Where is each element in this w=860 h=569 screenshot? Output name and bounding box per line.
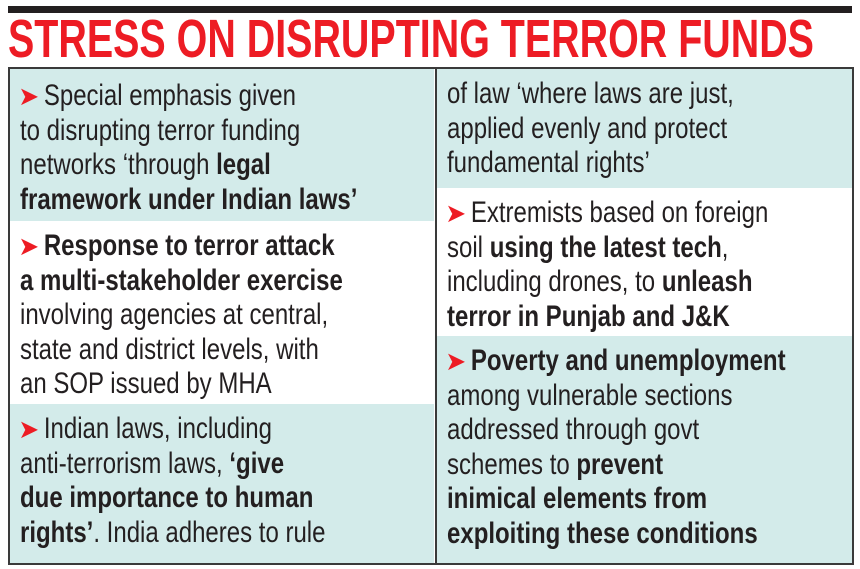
text-line: schemes to prevent <box>447 448 771 483</box>
bullet-arrow-icon: ➤ <box>18 414 40 444</box>
headline: STRESS ON DISRUPTING TERROR FUNDS <box>8 9 814 69</box>
bold-text: unleash <box>661 265 753 298</box>
right-panel-1: of law ‘where laws are just, applied even… <box>437 69 852 188</box>
right-panel-2: ➤ Extremists based on foreign soil using t… <box>437 188 852 336</box>
bold-text: exploiting these conditions <box>447 516 758 550</box>
text: anti-terrorism laws, <box>20 446 230 480</box>
text-line: ➤ Indian laws, including <box>18 412 351 447</box>
text: soil <box>447 230 490 264</box>
text: networks ‘through <box>20 148 217 181</box>
text-line: to disrupting terror funding <box>20 114 351 149</box>
text: an SOP issued by MHA <box>20 367 272 400</box>
top-rule <box>8 6 852 13</box>
text-line: rights’. India adheres to rule <box>20 516 351 551</box>
text-line: applied evenly and protect <box>447 112 771 147</box>
text-line: framework under Indian laws’ <box>20 183 357 218</box>
text-line: networks ‘through legal <box>20 148 351 183</box>
text-line: of law ‘where laws are just, <box>447 77 771 112</box>
left-column: ➤ Special emphasis given to disrupting ter… <box>10 69 434 563</box>
text: Indian laws, including <box>43 412 272 445</box>
text-line: among vulnerable sections <box>447 379 771 414</box>
text: Special emphasis given <box>43 79 296 112</box>
bold-text: a multi-stakeholder exercise <box>20 263 343 297</box>
text-line: addressed through govt <box>447 413 771 448</box>
text-line: fundamental rights’ <box>447 146 771 181</box>
text: of law ‘where laws are just, <box>447 77 734 110</box>
bold-text: framework under Indian laws’ <box>20 182 358 216</box>
info-box: ➤ Special emphasis given to disrupting ter… <box>8 67 854 565</box>
bullet-arrow-icon: ➤ <box>18 81 40 111</box>
text: applied evenly and protect <box>447 111 728 145</box>
text-line: soil using the latest tech, <box>447 231 771 266</box>
text: Extremists based on foreign <box>470 196 769 229</box>
bold-text: using the latest tech <box>489 230 722 264</box>
text: , <box>721 230 729 264</box>
bold-text: terror in Punjab and J&K <box>447 299 730 333</box>
text-line: due importance to human <box>20 481 351 516</box>
text-line: state and district levels, with <box>20 333 351 368</box>
text: addressed through govt <box>447 413 700 446</box>
text-line: ➤ Special emphasis given <box>18 79 351 114</box>
bold-text: inimical elements from <box>447 482 708 515</box>
right-column: of law ‘where laws are just, applied even… <box>435 69 852 563</box>
text: schemes to <box>447 447 577 481</box>
text-line: exploiting these conditions <box>447 517 771 552</box>
text-line: ➤ Extremists based on foreign <box>445 196 771 231</box>
bold-text: prevent <box>576 447 664 481</box>
text-line: involving agencies at central, <box>20 298 351 333</box>
bold-text: legal <box>216 148 271 181</box>
left-panel-2: ➤ Response to terror attack a multi-stakeh… <box>10 221 434 404</box>
text-line: ➤ Response to terror attack <box>18 229 351 264</box>
right-panel-3: ➤ Poverty and unemployment among vulnerabl… <box>437 336 852 563</box>
bold-text: Poverty and unemployment <box>470 344 786 377</box>
text: . India adheres to rule <box>93 515 326 549</box>
bullet-arrow-icon: ➤ <box>18 231 40 261</box>
text-line: a multi-stakeholder exercise <box>20 264 351 299</box>
text-line: ➤ Poverty and unemployment <box>445 344 785 379</box>
text-line: terror in Punjab and J&K <box>447 300 771 335</box>
text-line: including drones, to unleash <box>447 265 771 300</box>
bold-text: due importance to human <box>20 481 314 514</box>
text: among vulnerable sections <box>447 378 733 412</box>
text: involving agencies at central, <box>20 298 329 331</box>
text: state and district levels, with <box>20 332 319 366</box>
bullet-arrow-icon: ➤ <box>445 346 467 376</box>
text-line: an SOP issued by MHA <box>20 367 351 402</box>
text: fundamental rights’ <box>447 146 650 179</box>
bullet-arrow-icon: ➤ <box>445 198 467 228</box>
bold-text: rights’ <box>20 515 94 549</box>
text: to disrupting terror funding <box>20 113 301 147</box>
text: including drones, to <box>447 265 662 298</box>
text-line: anti-terrorism laws, ‘give <box>20 447 351 482</box>
left-panel-3: ➤ Indian laws, including anti-terrorism la… <box>10 404 434 563</box>
bold-text: Response to terror attack <box>43 229 335 262</box>
bold-text: ‘give <box>229 446 285 480</box>
text-line: inimical elements from <box>447 482 771 517</box>
left-panel-1: ➤ Special emphasis given to disrupting ter… <box>10 69 434 221</box>
